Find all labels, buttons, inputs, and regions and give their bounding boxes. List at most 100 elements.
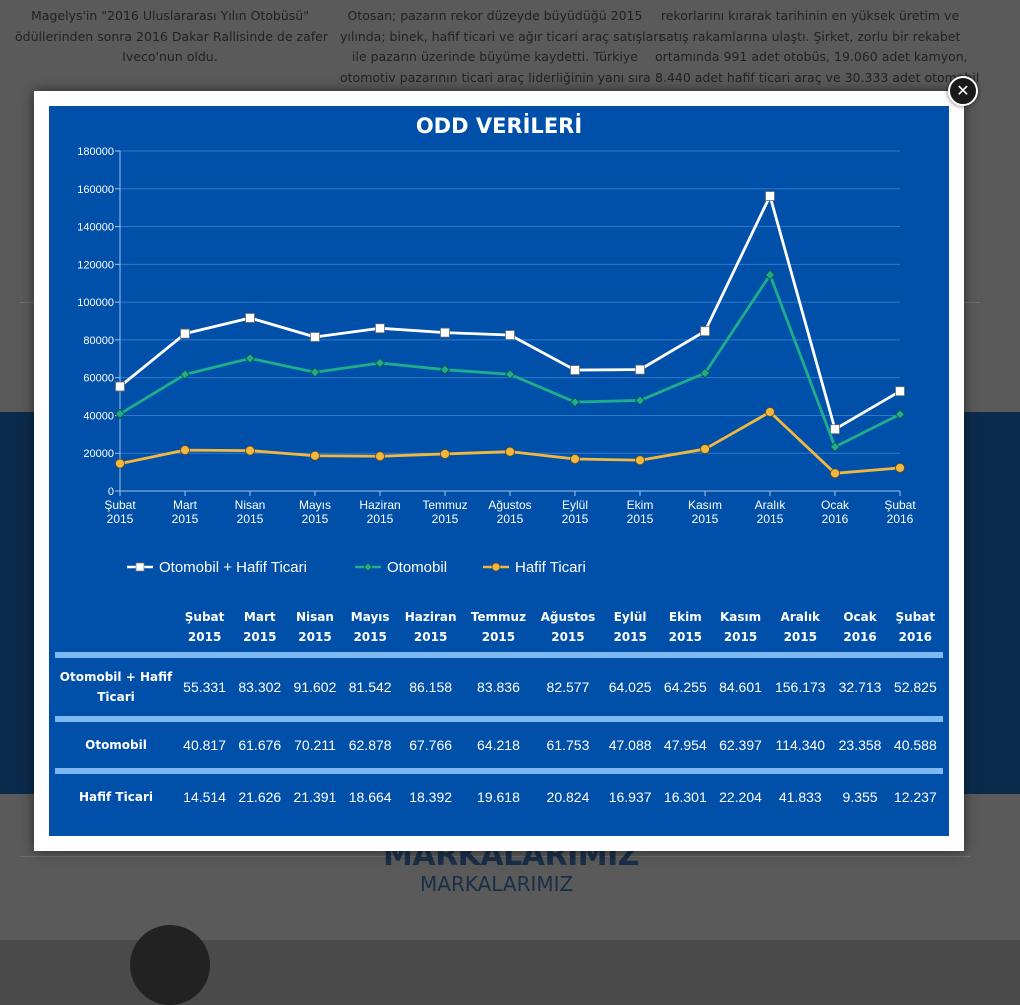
header-month: Eylül	[613, 610, 647, 624]
data-point	[634, 395, 646, 406]
table-cell: 64.218	[477, 737, 520, 753]
table-header-row: Şubat 2015 Mart 2015 Nisan 2015 Mayıs 2015 Hazir…	[55, 602, 943, 652]
x-tick-label: 2015	[562, 512, 589, 526]
data-point	[440, 449, 450, 459]
legend-item-otomobil-hafif-ticari[interactable]: Otomobil + Hafif Ticari	[127, 556, 307, 578]
news-line: Iveco'nun oldu.	[122, 49, 218, 64]
table-cell: 61.676	[238, 737, 282, 753]
table-cell: 62.878	[348, 737, 392, 753]
table-cell: 32.713	[838, 679, 882, 695]
table-column-header: Ocak 2016	[832, 602, 887, 652]
table-column-header: Mart 2015	[232, 602, 287, 652]
table-row: Otomobil + Hafif Ticari 55.331 83.302 91.60…	[55, 658, 943, 716]
table-column-header: Nisan 2015	[287, 602, 342, 652]
separator-cell	[55, 652, 943, 658]
x-tick-label: Nisan	[235, 498, 266, 512]
data-point	[570, 454, 580, 464]
x-tick-label: Şubat	[884, 498, 916, 512]
table-column-header: Haziran 2015	[398, 602, 464, 652]
legend-item-hafif-ticari[interactable]: Hafif Ticari	[483, 556, 586, 578]
y-tick-label: 20000	[83, 448, 114, 460]
data-point	[505, 446, 515, 457]
data-point	[895, 386, 905, 397]
data-point	[245, 445, 255, 456]
legend-label: Otomobil	[387, 558, 448, 576]
header-month: Şubat	[895, 610, 936, 624]
table-column-header: Mayıs 2015	[343, 602, 398, 652]
header-year: 2016	[843, 630, 877, 644]
close-button[interactable]: ✕	[948, 76, 978, 106]
news-line: Otosan; pazarın rekor düzeyde büyüdüğü 2…	[347, 8, 643, 23]
header-month: Ağustos	[540, 610, 596, 624]
table-cell: 14.514	[183, 789, 226, 805]
table-cell: 9.355	[842, 789, 878, 805]
table-column-header: Ekim 2015	[658, 602, 713, 652]
legend-label: Otomobil + Hafif Ticari	[159, 558, 307, 576]
header-month: Ekim	[668, 610, 702, 624]
table-cell: 47.088	[608, 737, 652, 753]
data-point	[180, 445, 190, 456]
table-cell: 70.211	[294, 737, 336, 753]
table-cell: 83.836	[477, 679, 520, 695]
legend-item-otomobil[interactable]: Otomobil	[355, 556, 447, 578]
y-tick-label: 120000	[77, 259, 114, 271]
x-tick-label: 2015	[497, 512, 524, 526]
data-point	[570, 365, 580, 375]
data-table: Şubat 2015 Mart 2015 Nisan 2015 Mayıs 2015 Hazir…	[55, 602, 943, 820]
data-point	[635, 455, 645, 466]
background-news-col-1: Magelys'in "2016 Uluslararası Yılın Otob…	[15, 6, 328, 68]
background-circle	[130, 925, 210, 1005]
table-cell: 23.358	[838, 737, 882, 753]
x-tick-label: Haziran	[359, 498, 400, 512]
x-tick-label: Temmuz	[422, 498, 467, 512]
series-line	[119, 410, 901, 475]
x-tick-label: 2015	[367, 512, 394, 526]
x-tick-label: Eylül	[562, 498, 588, 512]
x-tick-label: Şubat	[104, 498, 136, 512]
x-tick-label: 2015	[107, 512, 134, 526]
data-point	[375, 451, 385, 462]
table-cell: 20.824	[546, 789, 590, 805]
y-tick-label: 40000	[83, 410, 114, 422]
table-cell: 16.937	[608, 789, 652, 805]
news-line: ödüllerinden sonra 2016 Dakar Rallisinde…	[15, 28, 328, 44]
x-tick-label: Mart	[173, 498, 198, 512]
table-cell: 41.833	[778, 789, 822, 805]
x-tick-label: Aralık	[755, 498, 787, 512]
data-point	[310, 332, 320, 342]
news-line: yılında; binek, hafif ticari ve ağır tic…	[340, 28, 662, 44]
separator-cell	[55, 716, 943, 722]
header-month: Nisan	[295, 610, 334, 624]
table-column-header: Temmuz 2015	[464, 602, 534, 652]
table-column-header: Şubat 2015	[177, 602, 232, 652]
table-separator	[55, 768, 943, 774]
x-tick-label: Mayıs	[299, 498, 331, 512]
data-point	[894, 409, 906, 420]
table-cell: 114.340	[775, 737, 826, 753]
x-tick-label: Ocak	[821, 498, 850, 512]
data-point	[765, 407, 775, 417]
y-tick-label: 60000	[83, 373, 114, 385]
data-point	[245, 313, 255, 323]
header-year: 2015	[353, 630, 387, 644]
table-body: Otomobil + Hafif Ticari 55.331 83.302 91.60…	[55, 652, 943, 820]
brands-subheading: MARKALARIMIZ	[420, 872, 574, 896]
table-column-header: Aralık 2015	[768, 602, 832, 652]
table-cell: 12.237	[893, 789, 937, 805]
x-tick-label: 2015	[172, 512, 199, 526]
x-tick-label: 2015	[757, 512, 784, 526]
background-news-col-2: Otosan; pazarın rekor düzeyde büyüdüğü 2…	[340, 6, 662, 88]
table-column-header: Eylül 2015	[603, 602, 658, 652]
data-point	[505, 330, 515, 340]
data-point	[635, 364, 645, 375]
table-cell: 47.954	[663, 737, 707, 753]
table-cell: 52.825	[893, 679, 937, 695]
table-cell: 64.255	[663, 679, 707, 695]
data-point	[439, 364, 451, 375]
table-cell: 86.158	[409, 679, 453, 695]
table-cell: 67.766	[409, 737, 453, 753]
row-label: Hafif Ticari	[79, 790, 153, 804]
data-point	[115, 381, 125, 392]
y-tick-label: 100000	[77, 297, 114, 309]
header-year: 2015	[668, 630, 703, 644]
